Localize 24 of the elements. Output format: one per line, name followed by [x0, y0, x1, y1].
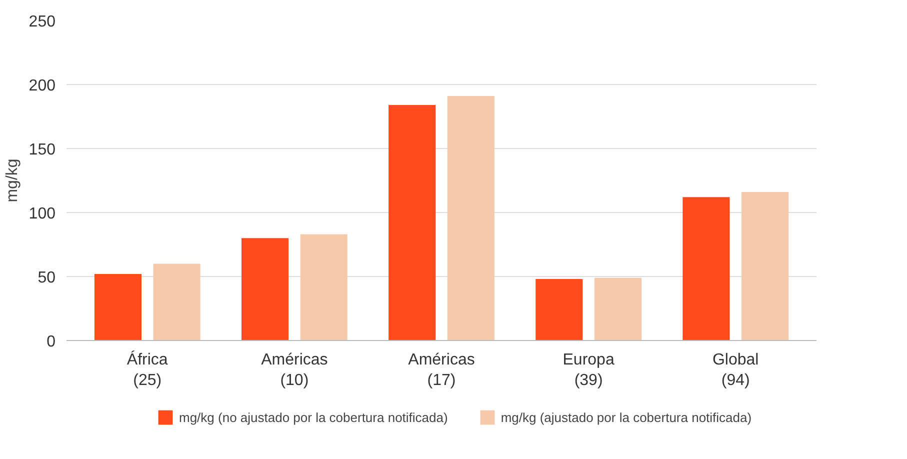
y-tick-label: 250	[28, 14, 56, 30]
legend-label: mg/kg (no ajustado por la cobertura notificada)	[179, 410, 448, 424]
legend-label: mg/kg (ajustado por la cobertura notificada)	[500, 410, 752, 424]
x-tick-label: Global (94)	[712, 352, 759, 389]
x-tick-label: Américas (17)	[408, 352, 475, 389]
y-tick-label: 50	[38, 270, 56, 286]
bar	[536, 279, 583, 340]
y-tick-label: 150	[28, 142, 56, 158]
x-tick-label: Europa (39)	[562, 352, 614, 389]
y-tick-label: 200	[28, 78, 56, 94]
bar	[388, 104, 436, 340]
bar	[153, 264, 200, 340]
x-tick-label: Américas (10)	[261, 352, 328, 389]
bar	[300, 234, 348, 340]
y-tick-label: 0	[46, 334, 56, 350]
y-tick-label: 100	[28, 206, 56, 222]
bar	[742, 192, 789, 340]
x-tick-label: África (25)	[126, 350, 168, 389]
bar	[594, 278, 642, 340]
bar	[94, 274, 142, 340]
bar	[682, 197, 730, 340]
y-axis-title: mg/kg	[4, 158, 21, 202]
bar	[242, 238, 289, 340]
bar	[447, 96, 494, 340]
